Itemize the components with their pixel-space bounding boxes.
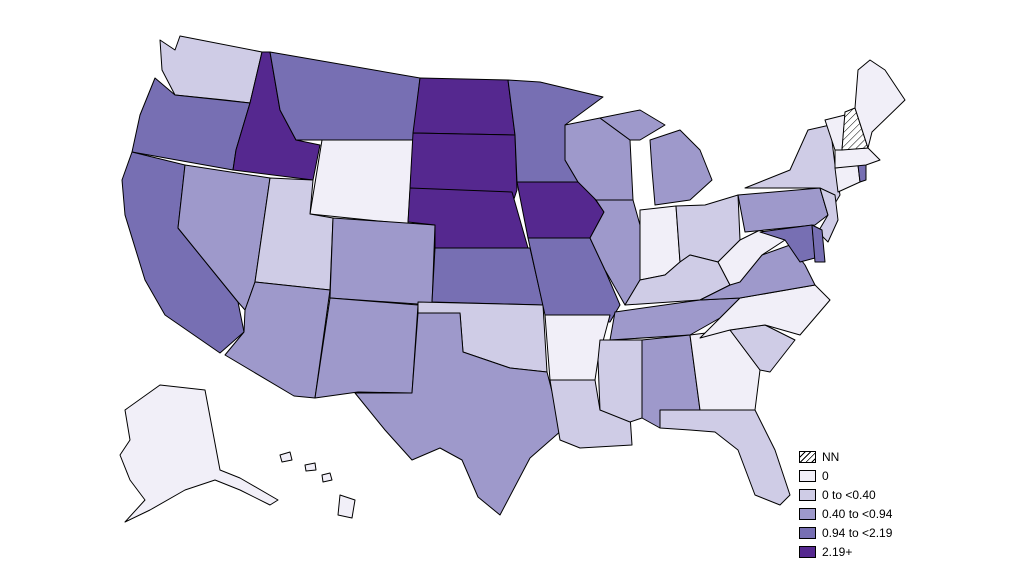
state-north-dakota[interactable] bbox=[412, 77, 516, 136]
state-new-mexico[interactable] bbox=[314, 297, 419, 399]
legend-item-nn: NN bbox=[799, 447, 929, 466]
legend-swatch-top bbox=[799, 545, 816, 558]
state-alaska[interactable] bbox=[119, 384, 279, 523]
state-washington[interactable] bbox=[159, 35, 263, 104]
state-arizona[interactable] bbox=[224, 281, 331, 399]
legend-label-top: 2.19+ bbox=[822, 544, 853, 559]
legend-swatch-high bbox=[799, 526, 816, 539]
state-south-dakota[interactable] bbox=[409, 132, 518, 206]
state-kansas[interactable] bbox=[431, 247, 544, 306]
legend-swatch-mid bbox=[799, 507, 816, 520]
state-north-carolina[interactable] bbox=[699, 284, 831, 339]
legend-label-low: 0 to <0.40 bbox=[822, 487, 876, 502]
state-connecticut[interactable] bbox=[834, 164, 861, 193]
state-maine[interactable] bbox=[854, 59, 906, 149]
state-mississippi[interactable] bbox=[597, 339, 643, 423]
legend-item-high: 0.94 to <2.19 bbox=[799, 523, 929, 542]
legend-label-high: 0.94 to <2.19 bbox=[822, 525, 893, 540]
state-texas[interactable] bbox=[354, 312, 563, 516]
state-hawaii[interactable] bbox=[279, 451, 356, 519]
state-new-jersey[interactable] bbox=[817, 187, 839, 243]
state-pennsylvania[interactable] bbox=[737, 187, 829, 233]
legend-item-mid: 0.40 to <0.94 bbox=[799, 504, 929, 523]
legend-label-mid: 0.40 to <0.94 bbox=[822, 506, 893, 521]
state-arkansas[interactable] bbox=[544, 314, 611, 381]
legend-swatch-nn bbox=[799, 450, 816, 463]
state-louisiana[interactable] bbox=[549, 379, 633, 449]
legend: NN 0 0 to <0.40 0.40 to <0.94 0.94 to <2… bbox=[799, 447, 929, 561]
state-colorado[interactable] bbox=[329, 217, 436, 306]
legend-swatch-zero bbox=[799, 469, 816, 482]
state-massachusetts[interactable] bbox=[834, 147, 881, 169]
legend-label-zero: 0 bbox=[822, 468, 829, 483]
state-rhode-island[interactable] bbox=[857, 164, 867, 183]
legend-item-low: 0 to <0.40 bbox=[799, 485, 929, 504]
state-montana[interactable] bbox=[269, 51, 421, 141]
legend-swatch-low bbox=[799, 488, 816, 501]
legend-item-top: 2.19+ bbox=[799, 542, 929, 561]
legend-label-nn: NN bbox=[822, 449, 840, 464]
state-michigan[interactable] bbox=[599, 109, 713, 206]
state-wyoming[interactable] bbox=[309, 139, 414, 225]
state-delaware[interactable] bbox=[811, 224, 826, 263]
state-west-virginia[interactable] bbox=[717, 229, 786, 286]
legend-item-zero: 0 bbox=[799, 466, 929, 485]
state-florida[interactable] bbox=[659, 409, 791, 506]
state-maryland[interactable] bbox=[759, 224, 816, 263]
